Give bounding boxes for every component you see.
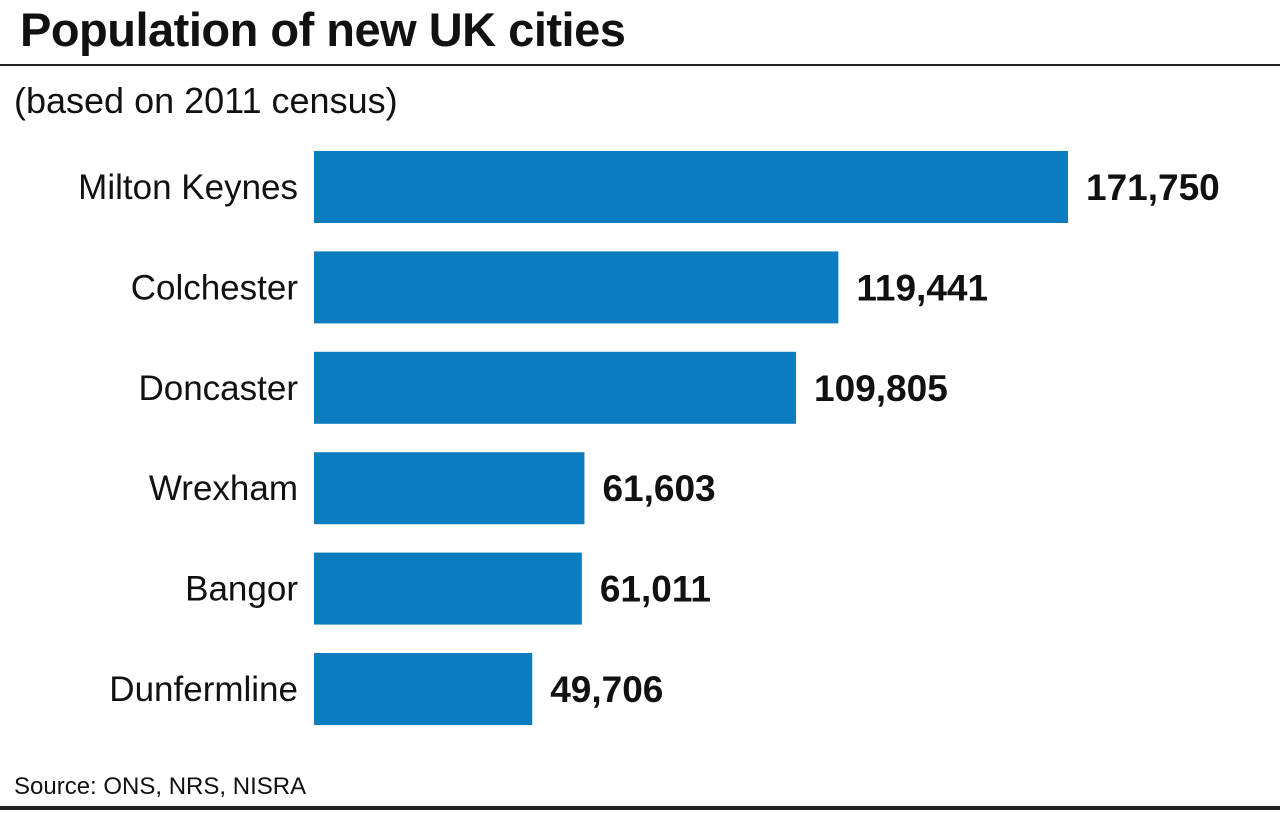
category-label-dunfermline: Dunfermline [109, 670, 298, 709]
chart-subtitle: (based on 2011 census) [14, 80, 398, 121]
value-label-wrexham: 61,603 [602, 468, 715, 509]
value-label-dunfermline: 49,706 [550, 669, 663, 710]
category-label-wrexham: Wrexham [149, 469, 298, 508]
category-label-bangor: Bangor [185, 570, 298, 609]
bar-dunfermline [314, 653, 533, 725]
bar-milton-keynes [314, 151, 1068, 223]
value-label-milton-keynes: 171,750 [1086, 167, 1220, 208]
bar-bangor [314, 552, 582, 625]
source-note: Source: ONS, NRS, NISRA [14, 773, 307, 800]
category-label-doncaster: Doncaster [138, 369, 298, 408]
bottom-divider [0, 806, 1280, 810]
category-label-colchester: Colchester [131, 268, 299, 307]
bar-wrexham [314, 452, 585, 525]
value-label-colchester: 119,441 [856, 267, 988, 308]
bar-colchester [314, 251, 839, 324]
title-divider [0, 64, 1280, 66]
bar-doncaster [314, 351, 797, 424]
value-label-bangor: 61,011 [600, 569, 711, 610]
category-label-milton-keynes: Milton Keynes [78, 168, 298, 207]
value-label-doncaster: 109,805 [814, 368, 948, 409]
chart-title: Population of new UK cities [20, 3, 626, 56]
